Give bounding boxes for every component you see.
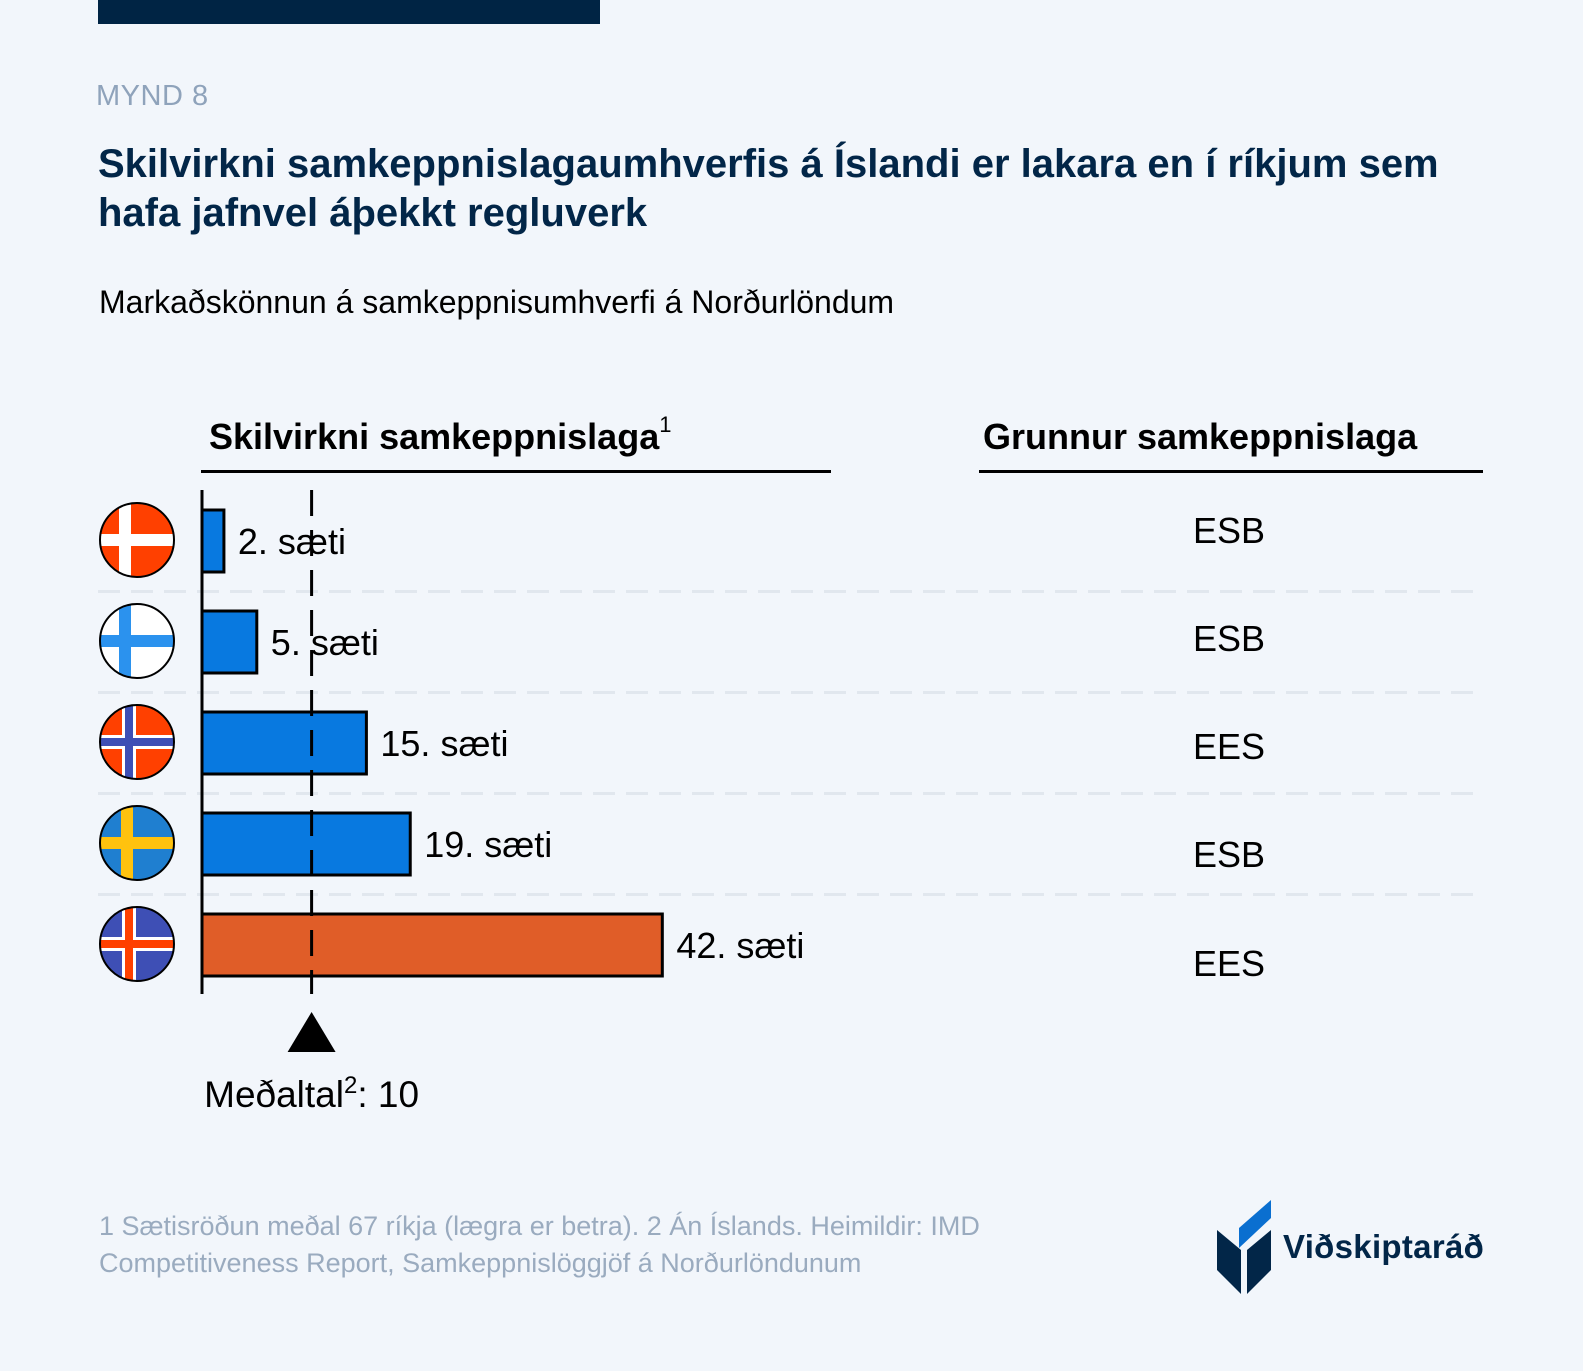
bar — [200, 710, 368, 776]
norway-flag-icon — [100, 705, 174, 779]
flag-outline — [99, 906, 175, 982]
bar-value-label: 42. sæti — [676, 925, 804, 966]
basis-value: ESB — [1192, 618, 1266, 659]
denmark-flag-icon — [100, 503, 174, 577]
viðskiptaráð-logo: Viðskiptaráð — [1215, 1198, 1495, 1298]
flag-outline — [99, 704, 175, 780]
right-column-heading: Grunnur samkeppnislaga — [983, 416, 1418, 457]
chart-title: Skilvirkni samkeppnislagaumhverfis á Ísl… — [98, 142, 1439, 235]
bar — [200, 609, 259, 675]
flag-outline — [99, 603, 175, 679]
flag-outline — [99, 805, 175, 881]
bar-value-label: 2. sæti — [238, 521, 346, 562]
right-column-rule — [979, 470, 1483, 473]
basis-value: ESB — [1192, 834, 1266, 875]
finland-flag-icon — [100, 604, 174, 678]
logo-text: Viðskiptaráð — [1283, 1228, 1485, 1265]
left-column-heading: Skilvirkni samkeppnislaga1 — [209, 412, 671, 458]
basis-value: EES — [1192, 943, 1266, 984]
iceland-flag-icon — [100, 907, 174, 981]
basis-value: EES — [1192, 726, 1266, 767]
bar-value-label: 15. sæti — [380, 723, 508, 764]
bar-value-label: 19. sæti — [424, 824, 552, 865]
chart-subtitle: Markaðskönnun á samkeppnisumhverfi á Nor… — [99, 284, 895, 320]
mean-marker-triangle-icon — [287, 1012, 336, 1052]
flag-outline — [99, 502, 175, 578]
left-column-heading-text: Skilvirkni samkeppnislaga — [209, 416, 660, 457]
bar-value-label: 5. sæti — [271, 622, 379, 663]
mean-label: Meðaltal2: 10 — [204, 1072, 419, 1115]
top-accent-bar — [98, 0, 600, 24]
bar — [200, 508, 226, 574]
figure-number: MYND 8 — [96, 80, 209, 112]
bar — [200, 811, 412, 877]
footnote: 1 Sætisröðun meðal 67 ríkja (lægra er be… — [99, 1211, 980, 1278]
bar — [200, 912, 664, 978]
logo-leaf-icon — [1217, 1200, 1271, 1294]
basis-value: ESB — [1192, 510, 1266, 551]
left-column-rule — [201, 470, 831, 473]
footnote-marker-1: 1 — [659, 412, 672, 437]
sweden-flag-icon — [100, 806, 174, 880]
